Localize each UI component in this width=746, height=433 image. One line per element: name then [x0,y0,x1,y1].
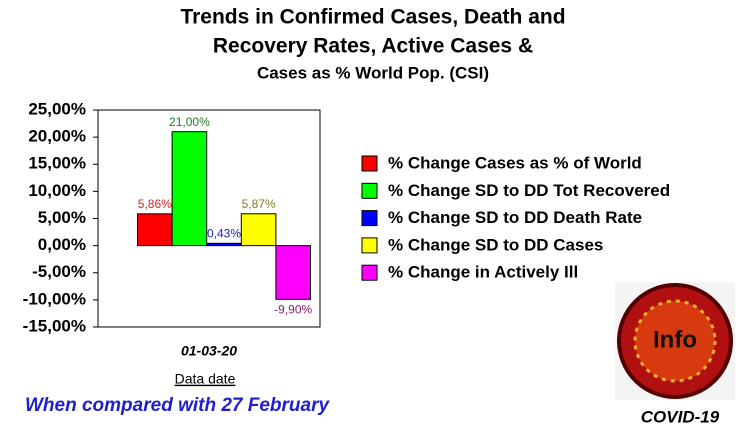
y-tick-label: 20,00% [28,127,86,146]
value-label: -9,90% [274,303,312,317]
y-tick-label: 15,00% [28,154,86,173]
y-tick-label: -15,00% [23,316,86,335]
legend-swatch [361,210,378,227]
footnote: When compared with 27 February [25,395,330,416]
x-tick-label: 01-03-20 [181,343,237,359]
bar [137,213,173,247]
legend-swatch [361,237,378,254]
logo-caption: COVID-19 [641,407,720,426]
logo: Info [615,282,735,400]
y-tick-label: 25,00% [28,99,86,118]
chart-subtitle: Cases as % World Pop. (CSI) [257,63,489,82]
bar [206,242,242,247]
chart-title: Recovery Rates, Active Cases & [213,35,533,58]
legend-label: % Change SD to DD Death Rate [388,208,642,227]
x-axis-label: Data date [175,371,236,387]
logo-text: Info [653,326,697,353]
value-label: 21,00% [169,115,210,129]
legend-label: % Change Cases as % of World [388,153,642,172]
y-tick-label: 10,00% [28,181,86,200]
legend-swatch [361,182,378,199]
y-tick-label: 5,00% [38,208,86,227]
legend-label: % Change in Actively Ill [388,263,578,282]
bar [171,131,208,247]
value-label: 5,86% [138,197,172,211]
chart-title: Trends in Confirmed Cases, Death and [180,6,565,29]
y-tick-label: -5,00% [32,262,86,281]
bar [275,245,311,300]
y-tick-label: 0,00% [38,235,86,254]
legend-swatch [361,264,378,281]
logo-core [633,299,717,383]
value-label: 0,43% [207,226,241,240]
y-tick-label: -10,00% [23,289,86,308]
bar [240,213,277,247]
legend-swatch [361,155,378,172]
legend-label: % Change SD to DD Cases [388,235,603,254]
legend-label: % Change SD to DD Tot Recovered [388,181,670,200]
value-label: 5,87% [242,197,276,211]
